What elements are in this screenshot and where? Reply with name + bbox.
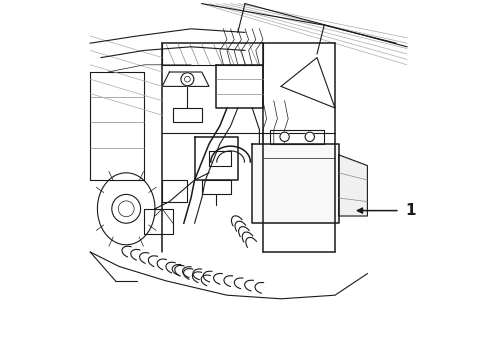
- Circle shape: [112, 194, 141, 223]
- Polygon shape: [252, 144, 339, 223]
- Polygon shape: [339, 155, 368, 216]
- Circle shape: [280, 132, 289, 141]
- Text: 1: 1: [405, 203, 416, 218]
- Circle shape: [181, 73, 194, 86]
- Circle shape: [305, 132, 315, 141]
